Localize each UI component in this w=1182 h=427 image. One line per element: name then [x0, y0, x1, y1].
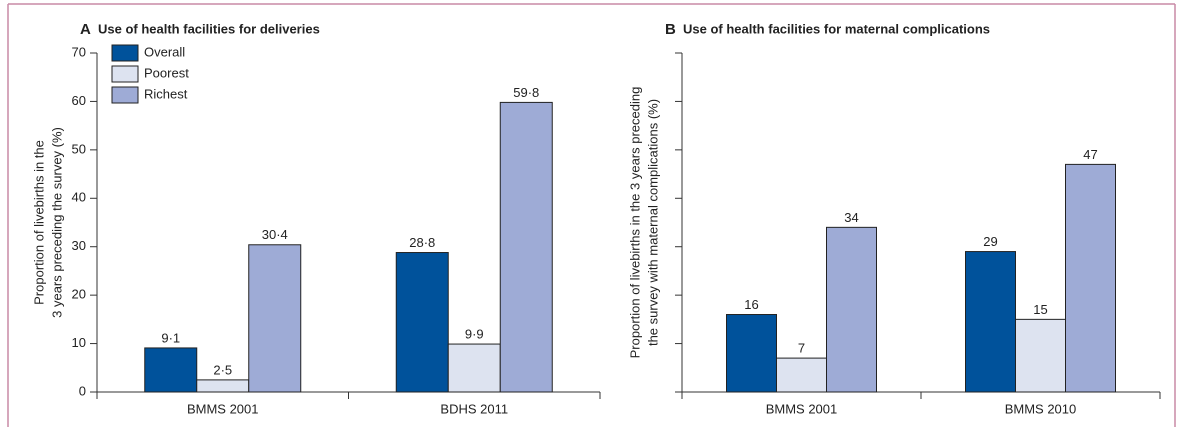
bar [826, 226, 877, 393]
y-tick-label: 30 [72, 238, 86, 253]
data-label: 29 [983, 234, 997, 249]
x-tick-label: BMMS 2001 [766, 401, 838, 416]
y-axis-label: the survey with maternal complications (… [645, 99, 660, 346]
y-tick-label: 70 [72, 44, 86, 59]
data-label: 9·9 [465, 326, 484, 341]
y-tick-label: 40 [72, 190, 86, 205]
bar [499, 101, 553, 393]
bar [447, 343, 501, 393]
y-tick-label: 50 [72, 141, 86, 156]
bar [965, 251, 1016, 393]
chart-title: Use of health facilities for deliveries [98, 21, 320, 36]
bar [196, 379, 250, 393]
y-tick-label: 60 [72, 93, 86, 108]
y-tick-label: 0 [79, 383, 86, 398]
data-label: 2·5 [213, 362, 232, 377]
y-axis-label: Proportion of livebirths in the [31, 140, 46, 305]
data-label: 16 [744, 297, 758, 312]
panel-label: A [80, 21, 91, 38]
y-tick-label: 20 [72, 287, 86, 302]
data-label: 34 [844, 210, 858, 225]
legend-label: Richest [144, 86, 188, 101]
bar [1065, 163, 1116, 393]
legend-label: Overall [144, 44, 185, 59]
bar [1015, 318, 1066, 393]
bar [144, 347, 198, 393]
bar [248, 244, 302, 393]
bar [395, 252, 449, 393]
x-tick-label: BMMS 2001 [187, 401, 259, 416]
y-axis-label: Proportion of livebirths in the 3 years … [627, 87, 642, 359]
bar [726, 314, 777, 393]
data-label: 28·8 [409, 235, 435, 250]
y-tick-label: 10 [72, 335, 86, 350]
data-label: 30·4 [262, 227, 288, 242]
y-axis-label: 3 years preceding the survey (%) [49, 127, 64, 318]
data-label: 59·8 [513, 85, 539, 100]
legend-swatch [111, 65, 139, 83]
x-tick-label: BMMS 2010 [1005, 401, 1077, 416]
legend-swatch [111, 86, 139, 104]
panel-label: B [665, 21, 676, 38]
legend-label: Poorest [144, 65, 189, 80]
chart-title: Use of health facilities for maternal co… [683, 21, 990, 36]
data-label: 15 [1033, 302, 1047, 317]
x-tick-label: BDHS 2011 [440, 401, 508, 416]
bar [776, 357, 827, 393]
legend-swatch [111, 44, 139, 62]
data-label: 7 [798, 341, 805, 356]
data-label: 9·1 [161, 330, 180, 345]
data-label: 47 [1083, 147, 1097, 162]
